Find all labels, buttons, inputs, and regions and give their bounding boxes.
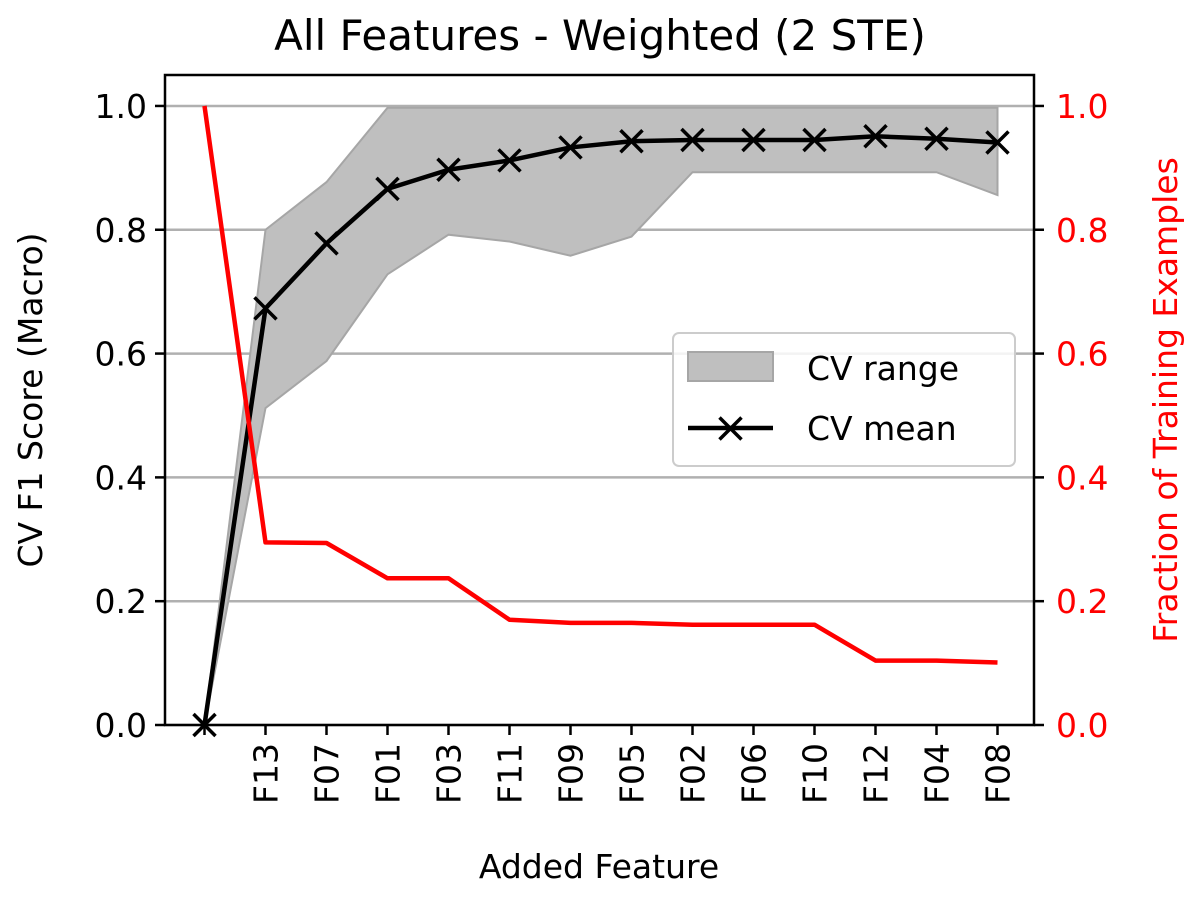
y-tick-label: 0.8 bbox=[95, 211, 147, 250]
cv-mean-marker bbox=[680, 127, 705, 153]
y-axis-label: CV F1 Score (Macro) bbox=[11, 232, 50, 567]
plot-frame bbox=[163, 73, 1036, 727]
cv-mean-marker bbox=[558, 135, 583, 160]
cv-mean-marker bbox=[314, 231, 339, 256]
legend-swatch-marker bbox=[718, 416, 743, 441]
x-tick-label: F05 bbox=[613, 743, 652, 804]
x-tick-label: F11 bbox=[491, 743, 530, 804]
cv-mean-marker bbox=[436, 157, 461, 182]
plot-area: 0.0 0.2 0.4 0.6 0.8 1.0 0.0 0.2 0.4 0.6 0.8 1.0 F13 F… bbox=[95, 73, 1108, 804]
y-axis-label-right: Fraction of Training Examples bbox=[1146, 157, 1185, 643]
y-tick-label-right: 1.0 bbox=[1056, 87, 1108, 126]
x-tick-label: F12 bbox=[857, 743, 896, 804]
y-tick-label: 0.6 bbox=[95, 335, 147, 374]
cv-mean-marker bbox=[253, 296, 278, 321]
y-tick-label-right: 0.4 bbox=[1056, 458, 1108, 497]
cv-mean-marker bbox=[619, 129, 644, 154]
cv-mean-marker bbox=[863, 124, 888, 149]
y-tick-label-right: 0.2 bbox=[1056, 582, 1108, 621]
x-tick-label: F10 bbox=[796, 743, 835, 804]
x-tick-label: F13 bbox=[247, 743, 286, 804]
x-tick-label: F03 bbox=[430, 743, 469, 804]
y-tick-label: 0.4 bbox=[95, 458, 147, 497]
training-fraction-line bbox=[202, 105, 998, 665]
y-tick-label: 0.2 bbox=[95, 582, 147, 621]
y-tick-label: 0.0 bbox=[95, 706, 147, 745]
x-tick-label: F06 bbox=[735, 743, 774, 804]
x-tick-label: F09 bbox=[552, 743, 591, 804]
cv-range-band bbox=[203, 106, 999, 726]
cv-mean-marker bbox=[802, 127, 827, 153]
y-tick-label-right: 0.6 bbox=[1056, 335, 1108, 374]
cv-mean-marker bbox=[497, 148, 522, 173]
cv-mean-marker bbox=[375, 176, 400, 202]
legend-label: CV range bbox=[807, 349, 959, 388]
y-tick-label: 1.0 bbox=[95, 87, 147, 126]
y-tick-label-right: 0.8 bbox=[1056, 211, 1108, 250]
x-tick-label: F04 bbox=[918, 743, 957, 804]
y-tick-label-right: 0.0 bbox=[1056, 706, 1108, 745]
cv-mean-marker bbox=[985, 130, 1010, 155]
cv-mean-marker bbox=[741, 127, 766, 153]
x-tick-label: F02 bbox=[674, 743, 713, 804]
x-axis-label: Added Feature bbox=[479, 847, 719, 886]
legend-label: CV mean bbox=[807, 409, 957, 448]
x-tick-label: F01 bbox=[369, 743, 408, 804]
cv-mean-marker bbox=[924, 126, 949, 151]
x-tick-label: F07 bbox=[308, 743, 347, 804]
x-tick-label: F08 bbox=[979, 743, 1018, 804]
legend-swatch-band bbox=[687, 351, 774, 382]
chart-title: All Features - Weighted (2 STE) bbox=[274, 11, 926, 60]
